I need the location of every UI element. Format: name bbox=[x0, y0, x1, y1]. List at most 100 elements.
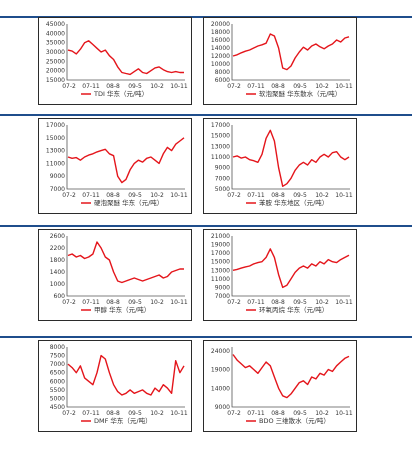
chart-svg: 7000 9000 11000 13000 15000 17000 07-2 07-11 08-… bbox=[46, 122, 188, 207]
x-tick-label: 07-2 bbox=[227, 192, 241, 199]
y-tick-label: 7500 bbox=[50, 353, 65, 360]
chart-axes bbox=[66, 24, 185, 81]
y-tick-label: 6000 bbox=[215, 77, 230, 84]
y-tick-label: 19000 bbox=[211, 367, 230, 374]
y-tick-label: 1400 bbox=[50, 269, 65, 276]
legend-label: 甲醇 华东（元/吨） bbox=[94, 305, 150, 314]
legend-label: TDI 华东（元/吨） bbox=[93, 89, 148, 98]
y-tick-label: 2200 bbox=[50, 245, 65, 252]
y-tick-label: 20000 bbox=[211, 21, 230, 28]
x-tick-label: 07-2 bbox=[62, 410, 76, 417]
x-tick-label: 10-11 bbox=[335, 192, 353, 199]
chart-axes bbox=[231, 125, 350, 190]
chart-axes bbox=[66, 125, 185, 190]
y-tick-label: 20000 bbox=[46, 68, 65, 75]
y-tick-label: 17000 bbox=[211, 122, 230, 129]
y-tick-label: 14000 bbox=[211, 45, 230, 52]
chart-panel-propylene-oxide: 7000 9000 11000 13000 15000 17000 19000 21000 07… bbox=[203, 229, 357, 321]
x-tick-label: 08-8 bbox=[271, 192, 285, 199]
x-tick-label: 09-5 bbox=[128, 410, 142, 417]
y-tick-label: 7000 bbox=[50, 186, 65, 193]
y-tick-label: 13000 bbox=[211, 267, 230, 274]
x-tick-label: 10-2 bbox=[150, 410, 164, 417]
y-tick-label: 10000 bbox=[211, 61, 230, 68]
x-tick-label: 08-8 bbox=[271, 410, 285, 417]
y-tick-label: 15000 bbox=[46, 77, 65, 84]
chart-axes bbox=[231, 24, 350, 81]
x-tick-label: 07-11 bbox=[247, 410, 265, 417]
y-tick-label: 17000 bbox=[46, 122, 65, 129]
x-tick-label: 08-8 bbox=[106, 299, 120, 306]
legend-label: 硬泡聚醚 华东（元/吨） bbox=[94, 198, 163, 207]
y-tick-label: 24000 bbox=[211, 348, 230, 355]
x-tick-label: 08-8 bbox=[106, 83, 120, 90]
x-tick-label: 09-5 bbox=[293, 192, 307, 199]
y-tick-label: 15000 bbox=[46, 135, 65, 142]
x-tick-label: 10-11 bbox=[335, 299, 353, 306]
y-tick-label: 45000 bbox=[46, 21, 65, 28]
x-tick-label: 10-2 bbox=[315, 83, 329, 90]
y-tick-label: 30000 bbox=[46, 49, 65, 56]
chart-panel-tdi: 15000 20000 25000 30000 35000 40000 45000 07-2 0… bbox=[38, 17, 192, 105]
y-tick-label: 1000 bbox=[50, 281, 65, 288]
chart-panel-bdo: 9000 14000 19000 24000 07-2 07-11 08-8 09-5 10-2… bbox=[203, 340, 357, 432]
y-tick-label: 6000 bbox=[50, 378, 65, 385]
y-tick-label: 15000 bbox=[211, 133, 230, 140]
series-line bbox=[67, 354, 185, 396]
x-tick-label: 07-2 bbox=[227, 83, 241, 90]
legend-label: 软泡聚醚 华东散水（元/吨） bbox=[259, 89, 341, 98]
legend-label: 环氧丙烷 华东（元/吨） bbox=[259, 305, 328, 314]
x-tick-label: 07-11 bbox=[82, 192, 100, 199]
y-tick-label: 9000 bbox=[215, 404, 230, 411]
y-tick-label: 18000 bbox=[211, 29, 230, 36]
y-tick-label: 6500 bbox=[50, 370, 65, 377]
chart-svg: 15000 20000 25000 30000 35000 40000 45000 07-2 0… bbox=[46, 21, 188, 98]
x-tick-label: 09-5 bbox=[128, 299, 142, 306]
y-tick-label: 7000 bbox=[215, 175, 230, 182]
y-tick-label: 9000 bbox=[215, 165, 230, 172]
chart-svg: 9000 14000 19000 24000 07-2 07-11 08-8 09-5 10-2… bbox=[211, 347, 353, 425]
y-tick-label: 2600 bbox=[50, 233, 65, 240]
chart-axes bbox=[66, 347, 185, 408]
y-tick-label: 17000 bbox=[211, 250, 230, 257]
chart-axes bbox=[231, 236, 350, 297]
y-tick-label: 14000 bbox=[211, 385, 230, 392]
x-tick-label: 07-2 bbox=[227, 299, 241, 306]
legend-label: DMF 华东（元/吨） bbox=[94, 416, 152, 425]
y-tick-label: 600 bbox=[54, 293, 66, 300]
x-tick-label: 10-11 bbox=[170, 410, 188, 417]
x-tick-label: 10-11 bbox=[170, 299, 188, 306]
chart-axes bbox=[66, 236, 185, 297]
x-tick-label: 10-11 bbox=[335, 83, 353, 90]
chart-axes bbox=[231, 347, 350, 408]
y-tick-label: 5000 bbox=[50, 395, 65, 402]
x-tick-label: 08-8 bbox=[106, 192, 120, 199]
y-tick-label: 4500 bbox=[50, 404, 65, 411]
x-tick-label: 08-8 bbox=[271, 83, 285, 90]
series-line bbox=[67, 137, 185, 184]
legend-label: 苯胺 华东地区（元/吨） bbox=[259, 198, 328, 207]
x-tick-label: 07-2 bbox=[62, 299, 76, 306]
chart-svg: 5000 7000 9000 11000 13000 15000 17000 07-2 07-1… bbox=[211, 122, 353, 207]
x-tick-label: 09-5 bbox=[128, 192, 142, 199]
y-tick-label: 40000 bbox=[46, 30, 65, 37]
x-tick-label: 07-2 bbox=[62, 83, 76, 90]
section-rule-3 bbox=[0, 225, 412, 227]
y-tick-label: 19000 bbox=[211, 242, 230, 249]
y-tick-label: 8000 bbox=[215, 69, 230, 76]
x-tick-label: 09-5 bbox=[293, 410, 307, 417]
y-tick-label: 7000 bbox=[215, 293, 230, 300]
y-tick-label: 11000 bbox=[211, 154, 230, 161]
x-tick-label: 07-2 bbox=[62, 192, 76, 199]
y-tick-label: 9000 bbox=[50, 173, 65, 180]
y-tick-label: 5500 bbox=[50, 387, 65, 394]
legend-label: BDO 三维散水（元/吨） bbox=[259, 416, 330, 425]
x-tick-label: 07-11 bbox=[82, 299, 100, 306]
x-tick-label: 10-2 bbox=[150, 83, 164, 90]
x-tick-label: 07-2 bbox=[227, 410, 241, 417]
y-tick-label: 11000 bbox=[46, 160, 65, 167]
y-tick-label: 11000 bbox=[211, 276, 230, 283]
x-tick-label: 10-11 bbox=[335, 410, 353, 417]
x-tick-label: 09-5 bbox=[293, 83, 307, 90]
y-tick-label: 21000 bbox=[211, 233, 230, 240]
